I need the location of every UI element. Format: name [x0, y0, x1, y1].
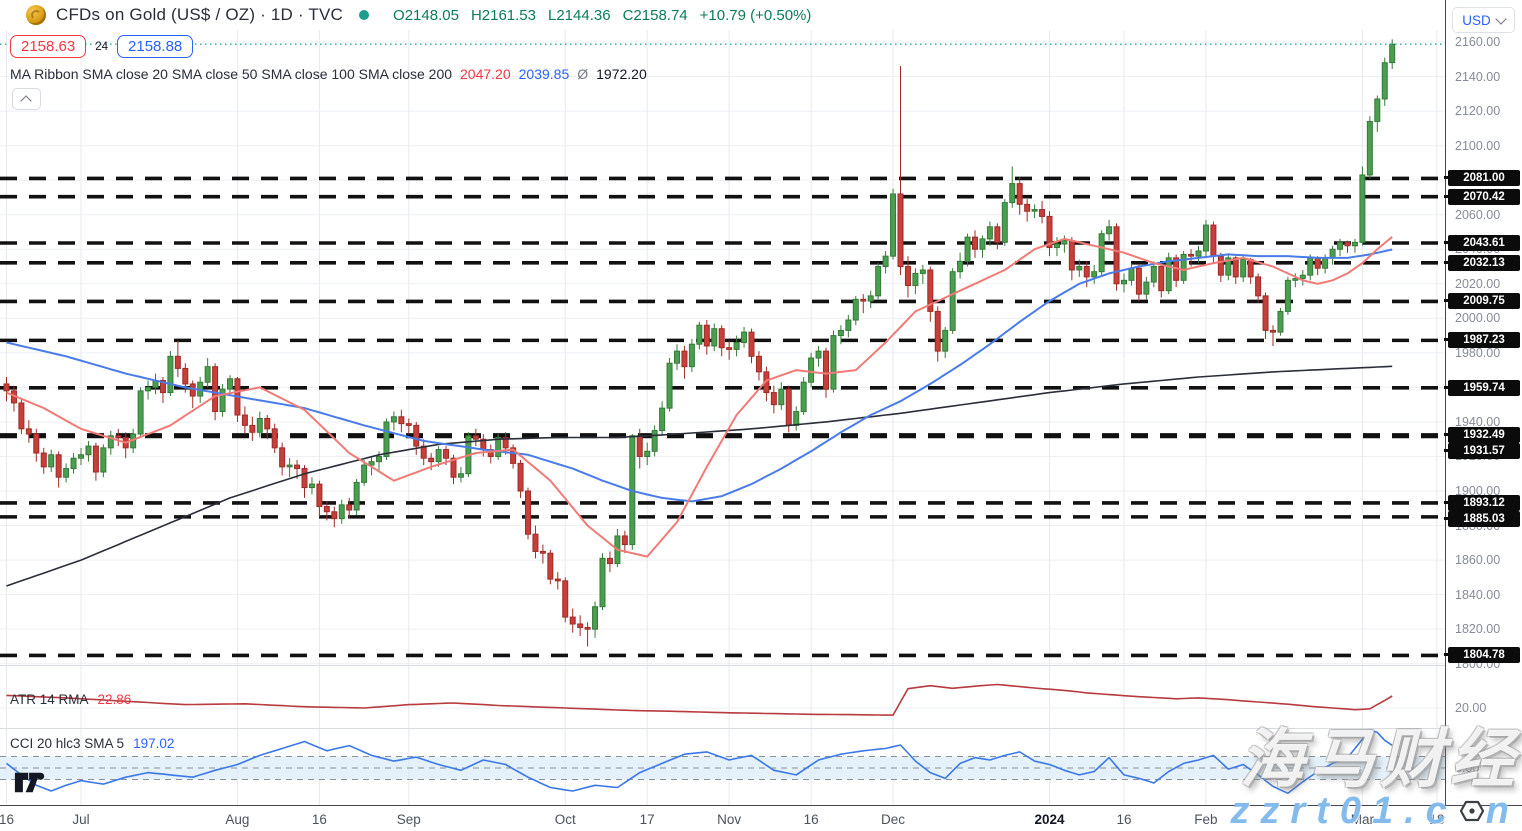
time-axis[interactable]: 16 Jul Aug 16 Sep Oct 17 Nov 16 Dec 2024 16 Feb Mar 18	[0, 805, 1522, 831]
price-scale-label: 1980.00	[1455, 345, 1501, 360]
price-axis[interactable]: 2160.002140.002120.002100.002080.002060.…	[1444, 0, 1522, 805]
collapse-legend-button[interactable]	[12, 88, 41, 110]
price-scale-label: 1820.00	[1455, 622, 1501, 637]
market-status-icon[interactable]	[359, 10, 370, 20]
sma20-line	[6, 236, 1393, 558]
price-scale-label: 2140.00	[1455, 69, 1501, 84]
buy-price-button[interactable]: 2158.88	[117, 35, 194, 58]
cci-line	[6, 729, 1393, 795]
cci-label: CCI 20 hlc3 SMA 5	[10, 736, 125, 751]
price-level-badge: 1987.23	[1444, 332, 1520, 349]
time-tick-label: Oct	[554, 812, 576, 827]
time-tick-label: Aug	[225, 812, 250, 827]
sell-price-button[interactable]: 2158.63	[10, 35, 87, 58]
price-level-badge: 2081.00	[1444, 170, 1520, 187]
ohlc-legend: O2148.05 H2161.53 L2144.36 C2158.74 +10.…	[393, 7, 811, 24]
price-level-badge: 2009.75	[1444, 293, 1520, 310]
price-level-badge: 1804.78	[1444, 647, 1520, 664]
currency-label: USD	[1462, 12, 1491, 28]
atr-label: ATR 14 RMA	[10, 692, 89, 707]
symbol-title[interactable]: CFDs on Gold (US$ / OZ) · 1D · TVC	[56, 5, 344, 24]
price-scale-label: 2100.00	[1455, 138, 1501, 153]
chevron-down-icon	[1495, 12, 1507, 25]
price-scale-label: 1860.00	[1455, 553, 1501, 568]
price-scale-label: 2060.00	[1455, 207, 1501, 222]
gold-symbol-icon	[26, 5, 46, 25]
time-tick-label: 16	[311, 812, 327, 827]
tradingview-logo[interactable]	[14, 771, 46, 799]
time-tick-label: 16	[0, 812, 15, 827]
sma200-value: 1972.20	[596, 66, 647, 82]
sma100-empty-symbol: Ø	[577, 66, 589, 82]
time-tick-label: 2024	[1034, 812, 1065, 827]
change-value: +10.79 (+0.50%)	[699, 6, 812, 24]
price-scale-label: 1840.00	[1455, 587, 1501, 602]
price-level-badge: 1893.12	[1444, 494, 1520, 511]
price-scale-label: 2000.00	[1455, 311, 1501, 326]
time-tick-label: 16	[1116, 812, 1132, 827]
time-tick-label: Nov	[717, 812, 742, 827]
time-tick-label: 18	[1429, 812, 1445, 827]
sma50-value: 2039.85	[518, 66, 570, 82]
cci-scale-label: 0.00	[1455, 761, 1480, 775]
price-scale-label: 1940.00	[1455, 414, 1501, 429]
atr-line	[6, 683, 1393, 716]
price-scale-label: 1900.00	[1455, 484, 1501, 499]
cci-legend[interactable]: CCI 20 hlc3 SMA 5 197.02	[10, 736, 174, 751]
time-tick-label: 16	[803, 812, 819, 827]
price-level-badge: 1931.57	[1444, 442, 1520, 459]
price-level-badge: 1932.49	[1444, 426, 1520, 443]
ma-ribbon-legend[interactable]: MA Ribbon SMA close 20 SMA close 50 SMA …	[10, 66, 647, 82]
close-value: C2158.74	[622, 6, 688, 24]
price-level-badge: 1959.74	[1444, 379, 1520, 396]
price-level-badge: 2070.42	[1444, 188, 1520, 205]
time-tick-label: 17	[639, 812, 655, 827]
sma20-value: 2047.20	[460, 66, 511, 82]
sma200-line	[6, 365, 1393, 587]
chart-header: CFDs on Gold (US$ / OZ) · 1D · TVC O2148…	[0, 0, 1445, 30]
spread-value: 24	[95, 40, 109, 53]
high-value: H2161.53	[470, 6, 536, 24]
time-tick-label: Sep	[396, 812, 421, 827]
atr-value: 22.86	[97, 692, 132, 707]
sma50-line	[6, 248, 1393, 503]
price-level-badge: 2032.13	[1444, 254, 1520, 271]
price-scale-label: 2160.00	[1455, 35, 1501, 49]
time-tick-label: Dec	[881, 812, 906, 827]
ma-ribbon-label: MA Ribbon SMA close 20 SMA close 50 SMA …	[10, 66, 453, 82]
atr-legend[interactable]: ATR 14 RMA 22.86	[10, 692, 131, 707]
price-scale-label: 2020.00	[1455, 276, 1501, 291]
quote-panel: 2158.63 24 2158.88	[10, 35, 194, 58]
cci-value: 197.02	[133, 736, 175, 751]
low-value: L2144.36	[548, 6, 611, 24]
price-scale-label: 2120.00	[1455, 104, 1501, 119]
price-level-badge: 2043.61	[1444, 235, 1520, 251]
time-tick-label: Mar	[1350, 812, 1375, 827]
time-tick-label: Jul	[72, 812, 90, 827]
time-tick-label: Feb	[1194, 812, 1218, 827]
price-level-badge: 1885.03	[1444, 510, 1520, 527]
open-value: O2148.05	[393, 6, 459, 24]
currency-dropdown[interactable]: USD	[1452, 7, 1515, 33]
atr-scale-label: 20.00	[1455, 701, 1487, 715]
